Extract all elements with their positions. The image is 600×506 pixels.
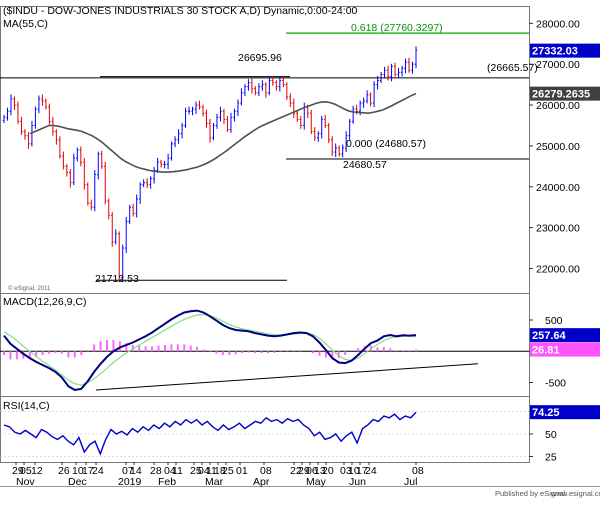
fib-0-label: 0.000 (24680.57) [346,138,426,150]
x-tick-label: 29 [12,465,24,477]
x-tick-label: 05 [20,465,32,477]
x-tick-label: 08 [412,465,424,477]
price-y-tick-label: 22000.00 [536,263,580,275]
x-tick-label: 04 [164,465,176,477]
fib-618-label: 0.618 (27760.3297) [351,22,443,34]
x-month-label: Jul [404,476,417,488]
x-tick-label: 10 [348,465,360,477]
rsi-last-value-bg [530,405,600,420]
x-tick-label: 17 [82,465,94,477]
x-tick-label: 10 [72,465,84,477]
rsi-label: RSI(14,C) [3,400,50,412]
x-tick-label: 06 [306,465,318,477]
x-tick-label: 25 [222,465,234,477]
macd-y-tick-label: 500 [545,315,563,327]
x-month-label: Jun [349,476,366,488]
x-tick-label: 26 [58,465,70,477]
x-tick-label: 14 [130,465,142,477]
resistance-label: (26665.57) [487,62,538,74]
annotation-high: 26695.96 [238,52,282,64]
macd-trendline [95,363,479,391]
x-month-label: Nov [16,476,35,488]
price-y-tick-label: 25000.00 [536,141,580,153]
ma55-value-bg [530,86,600,101]
x-tick-label: 28 [150,465,162,477]
rsi-y-tick-label: 50 [545,429,557,441]
watermark: © eSignal, 2011 [8,285,51,292]
rsi-layer: 75502574.25 [0,405,600,464]
x-tick-label: 17 [356,465,368,477]
last-close-value-bg [530,43,600,58]
x-tick-label: 04 [198,465,210,477]
last-close-value: 27332.03 [532,46,578,58]
x-tick-label: 01 [236,465,248,477]
x-tick-label: 03 [340,465,352,477]
rsi-last-value: 74.25 [532,407,560,419]
annotation-dec-low: 21712.53 [95,273,139,285]
macd-y-tick-label: -500 [545,378,566,390]
x-tick-label: 18 [214,465,226,477]
x-month-label: May [306,476,327,488]
price-y-tick-label: 23000.00 [536,223,580,235]
x-tick-label: 22 [290,465,302,477]
rsi-panel-frame [0,396,530,463]
x-tick-label: 11 [172,465,183,477]
x-tick-label: 13 [314,465,326,477]
price-y-tick-label: 27000.00 [536,59,580,71]
price-y-tick-label: 28000.00 [536,18,580,30]
x-month-label: Apr [253,476,270,488]
x-tick-label: 11 [206,465,217,477]
x-tick-label: 25 [190,465,202,477]
price-y-tick-label: 24000.00 [536,182,580,194]
x-month-label: Mar [205,476,224,488]
footer-publisher: Published by eSignal [495,489,565,498]
ma55-line [29,92,417,173]
macd-line [3,309,417,392]
x-tick-label: 12 [31,465,43,477]
ma-label: MA(55,C) [3,18,48,30]
x-tick-label: 20 [322,465,334,477]
x-tick-label: 29 [298,465,310,477]
annotation-may-low: 24680.57 [343,159,387,171]
x-month-label: Feb [158,476,176,488]
x-month-label: 2019 [118,476,142,488]
rsi-line [3,411,417,456]
signal-last-value-bg [530,342,600,357]
x-tick-label: 08 [260,465,272,477]
price-y-tick-label: 26000.00 [536,100,580,112]
rsi-y-tick-label: 25 [545,452,557,464]
x-tick-label: 24 [365,465,377,477]
macd-label: MACD(12,26,9,C) [3,296,86,308]
x-month-label: Dec [68,476,87,488]
signal-last-value: 26.81 [532,345,560,357]
macd-last-value: 257.64 [532,330,567,342]
price-layer: 22000.00 23000.00 24000.00 25000.00 26000.00… [0,18,600,282]
x-tick-label: 24 [92,465,104,477]
ma55-value: 26279.2635 [532,89,590,101]
x-tick-label: 07 [122,465,134,477]
macd-last-value-bg [530,328,600,343]
footer-link: www.esignal.com [550,489,600,498]
chart-title: ($INDU - DOW-JONES INDUSTRIALS 30 STOCK … [3,5,358,17]
